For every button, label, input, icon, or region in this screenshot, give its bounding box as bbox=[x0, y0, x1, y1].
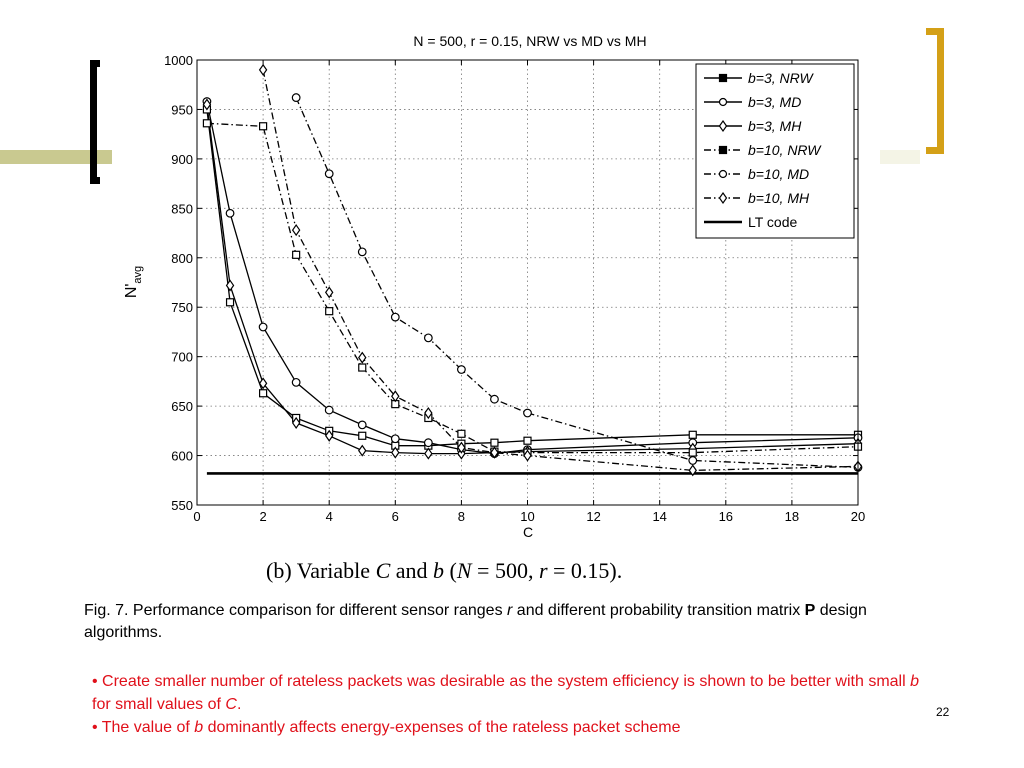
figure-subcaption: (b) Variable C and b (N = 500, r = 0.15)… bbox=[266, 558, 623, 583]
data-point-circle bbox=[423, 438, 433, 448]
x-tick-label: 14 bbox=[652, 509, 666, 524]
legend-marker bbox=[718, 145, 728, 155]
data-point-square bbox=[490, 438, 499, 447]
data-point-diamond bbox=[424, 447, 433, 460]
data-point-square bbox=[358, 431, 367, 440]
chart-title: N = 500, r = 0.15, NRW vs MD vs MH bbox=[413, 33, 646, 49]
data-point-circle bbox=[390, 312, 400, 322]
right-band bbox=[880, 150, 920, 164]
data-point-diamond bbox=[358, 444, 367, 457]
data-point-diamond bbox=[424, 406, 433, 420]
data-point-circle bbox=[291, 377, 301, 387]
axis-ticks: 0 2 4 6 8 10 12 14 16 18 20 550 600 650 700 750 800 850 90… bbox=[164, 53, 865, 524]
data-point-circle bbox=[490, 394, 499, 404]
left-bracket bbox=[90, 60, 100, 184]
data-point-diamond bbox=[391, 446, 400, 459]
figure-caption: Fig. 7. Performance comparison for diffe… bbox=[84, 602, 867, 641]
data-point-diamond bbox=[358, 351, 367, 364]
legend-label: b=3, MD bbox=[748, 94, 801, 110]
data-point-circle bbox=[357, 420, 367, 430]
data-point-diamond bbox=[391, 390, 400, 403]
data-point-square bbox=[688, 430, 697, 439]
data-point-square bbox=[202, 119, 212, 128]
legend-marker bbox=[718, 191, 728, 205]
data-point-diamond bbox=[324, 286, 334, 299]
data-point-circle bbox=[258, 322, 268, 332]
legend-marker bbox=[718, 119, 728, 133]
data-point-square bbox=[688, 448, 697, 457]
bullet-list: • Create smaller number of rateless pack… bbox=[92, 670, 922, 739]
bullet-item: • Create smaller number of rateless pack… bbox=[92, 673, 920, 713]
legend-marker bbox=[718, 97, 728, 107]
data-point-diamond bbox=[258, 63, 268, 76]
x-axis-label: C bbox=[523, 524, 533, 540]
data-point-square bbox=[225, 298, 235, 307]
y-tick-label: 800 bbox=[171, 251, 193, 266]
y-tick-label: 1000 bbox=[164, 53, 193, 68]
legend-label: b=10, NRW bbox=[748, 142, 822, 158]
data-point-circle bbox=[523, 408, 532, 418]
legend-marker bbox=[718, 73, 728, 83]
legend-label: b=3, NRW bbox=[748, 70, 814, 86]
series-line-b-10-nrw bbox=[206, 122, 859, 454]
data-point-square bbox=[259, 122, 268, 131]
legend: b=3, NRW b=3, MD b=3, MH b=10, NRW b=10, MD b… bbox=[695, 63, 855, 239]
data-point-circle bbox=[324, 169, 334, 179]
x-tick-label: 16 bbox=[719, 509, 733, 524]
data-point-diamond bbox=[291, 416, 301, 429]
data-point-circle bbox=[324, 405, 334, 415]
x-tick-label: 10 bbox=[520, 509, 534, 524]
legend-label: b=10, MH bbox=[748, 190, 810, 206]
x-tick-label: 20 bbox=[851, 509, 865, 524]
right-bracket bbox=[926, 28, 944, 154]
legend-label: b=3, MH bbox=[748, 118, 802, 134]
olive-band bbox=[0, 150, 112, 164]
x-tick-label: 4 bbox=[326, 509, 333, 524]
legend-label: b=10, MD bbox=[748, 166, 809, 182]
legend-marker bbox=[718, 169, 728, 179]
data-point-diamond bbox=[490, 446, 499, 459]
y-tick-label: 950 bbox=[171, 102, 193, 117]
data-point-square bbox=[325, 307, 334, 316]
page-number: 22 bbox=[936, 705, 950, 719]
data-point-diamond bbox=[291, 224, 301, 237]
legend-label: LT code bbox=[748, 214, 798, 230]
data-point-diamond bbox=[324, 429, 334, 442]
y-tick-label: 650 bbox=[171, 399, 193, 414]
data-point-diamond bbox=[523, 449, 532, 462]
y-tick-label: 550 bbox=[171, 498, 193, 513]
data-point-diamond bbox=[457, 441, 466, 454]
data-point-square bbox=[259, 389, 268, 398]
data-point-circle bbox=[423, 333, 433, 343]
chart: 0 2 4 6 8 10 12 14 16 18 20 550 600 650 700 750 800 850 90… bbox=[123, 33, 865, 540]
y-tick-label: 850 bbox=[171, 201, 193, 216]
data-point-square bbox=[358, 363, 367, 372]
data-point-diamond bbox=[258, 377, 268, 390]
data-point-square bbox=[523, 436, 532, 445]
data-point-circle bbox=[457, 365, 466, 374]
y-tick-label: 750 bbox=[171, 300, 193, 315]
data-point-diamond bbox=[225, 279, 235, 292]
data-point-circle bbox=[225, 208, 235, 218]
x-tick-label: 12 bbox=[586, 509, 600, 524]
x-tick-label: 8 bbox=[458, 509, 465, 524]
data-point-square bbox=[292, 250, 301, 259]
x-tick-label: 6 bbox=[392, 509, 399, 524]
data-point-circle bbox=[291, 93, 301, 102]
y-axis-label: N'avg bbox=[123, 266, 144, 298]
x-tick-label: 18 bbox=[785, 509, 799, 524]
data-point-square bbox=[457, 429, 466, 438]
data-point-diamond bbox=[202, 98, 212, 111]
y-tick-label: 900 bbox=[171, 152, 193, 167]
data-point-circle bbox=[390, 434, 400, 444]
y-tick-label: 700 bbox=[171, 350, 193, 365]
data-point-circle bbox=[357, 247, 367, 257]
x-tick-label: 2 bbox=[259, 509, 266, 524]
x-tick-label: 0 bbox=[193, 509, 200, 524]
data-point-diamond bbox=[688, 464, 697, 477]
bullet-item: • The value of b dominantly affects ener… bbox=[92, 719, 681, 736]
data-point-circle bbox=[688, 456, 698, 465]
y-tick-label: 600 bbox=[171, 449, 193, 464]
